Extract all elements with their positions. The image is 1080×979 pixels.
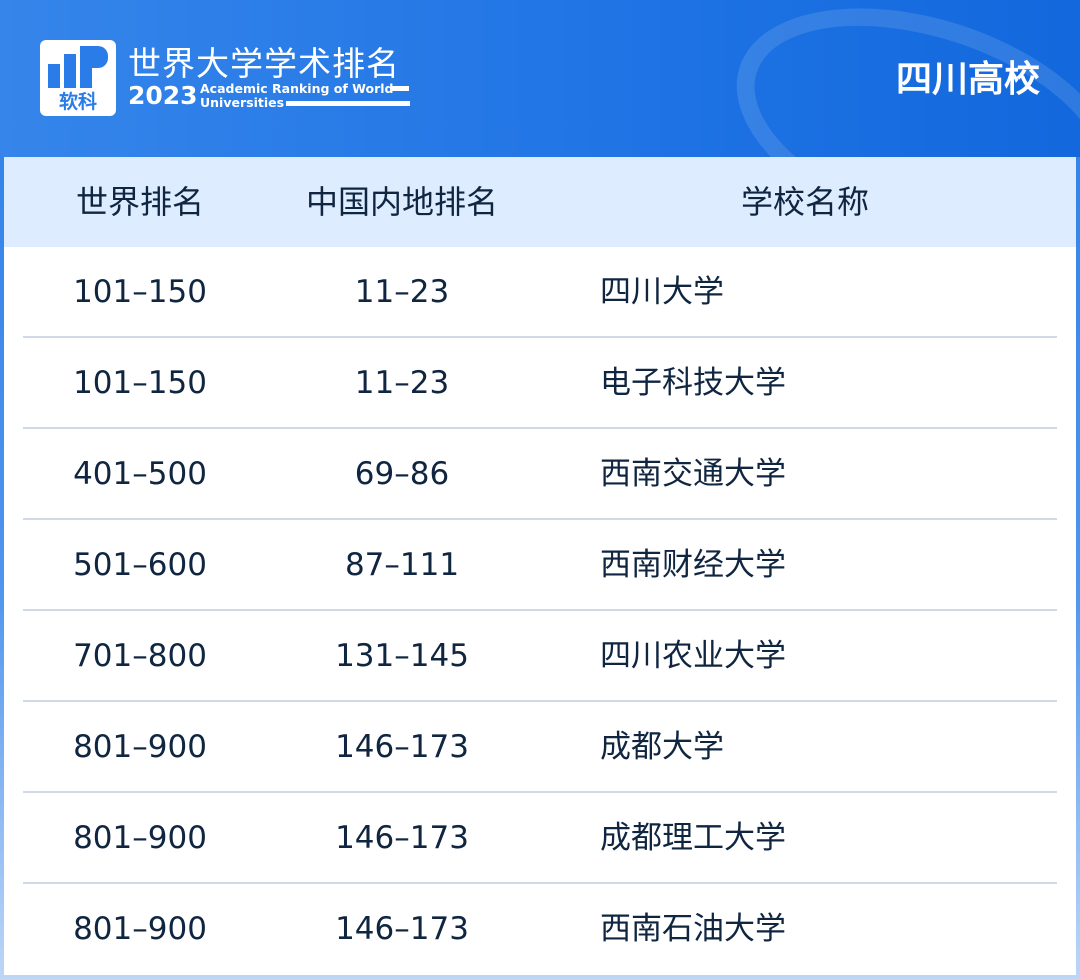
world-rank-cell: 501–600 [73, 547, 207, 583]
shanghairanking-logo: 软科 [40, 40, 116, 116]
china-rank-cell: 146–173 [335, 820, 469, 856]
school-name-cell: 西南财经大学 [600, 547, 786, 583]
table-row: 101–150 11–23 四川大学 [4, 247, 1076, 338]
table-row: 101–150 11–23 电子科技大学 [4, 338, 1076, 429]
row-divider [23, 336, 1057, 338]
decorative-line [392, 86, 409, 91]
row-divider [23, 700, 1057, 702]
world-rank-cell: 801–900 [73, 911, 207, 947]
school-name-cell: 成都大学 [600, 729, 724, 765]
column-header-school-name: 学校名称 [740, 183, 869, 221]
logo-text: 软科 [58, 91, 97, 113]
title-en-line1: Academic Ranking of World [200, 81, 394, 96]
china-rank-cell: 11–23 [354, 365, 450, 401]
china-rank-cell: 69–86 [354, 456, 450, 492]
row-divider [23, 518, 1057, 520]
school-name-cell: 西南交通大学 [600, 456, 786, 492]
world-rank-cell: 701–800 [73, 638, 207, 674]
table-row: 801–900 146–173 西南石油大学 [4, 884, 1076, 975]
row-divider [23, 427, 1057, 429]
school-name-cell: 西南石油大学 [600, 911, 786, 947]
china-rank-cell: 146–173 [335, 729, 469, 765]
column-header-china-rank: 中国内地排名 [305, 183, 498, 221]
china-rank-cell: 87–111 [344, 547, 460, 583]
decorative-line [286, 101, 410, 106]
title-en-line2: Universities [200, 95, 285, 110]
table-row: 701–800 131–145 四川农业大学 [4, 611, 1076, 702]
table-row: 801–900 146–173 成都理工大学 [4, 793, 1076, 884]
world-rank-cell: 801–900 [73, 729, 207, 765]
world-rank-cell: 101–150 [73, 274, 207, 310]
world-rank-cell: 401–500 [73, 456, 207, 492]
world-rank-cell: 801–900 [73, 820, 207, 856]
china-rank-cell: 11–23 [354, 274, 450, 310]
table-row: 801–900 146–173 成都大学 [4, 702, 1076, 793]
table-row: 501–600 87–111 西南财经大学 [4, 520, 1076, 611]
ranking-year: 2023 [128, 81, 198, 110]
row-divider [23, 791, 1057, 793]
china-rank-cell: 131–145 [335, 638, 469, 674]
world-rank-cell: 101–150 [73, 365, 207, 401]
table-row: 401–500 69–86 西南交通大学 [4, 429, 1076, 520]
china-rank-cell: 146–173 [335, 911, 469, 947]
ranking-table: 世界排名 中国内地排名 学校名称 101–150 11–23 四川大学 101–150… [4, 157, 1076, 975]
row-divider [23, 609, 1057, 611]
region-title: 四川高校 [895, 59, 1040, 100]
school-name-cell: 四川农业大学 [600, 638, 786, 674]
column-header-world-rank: 世界排名 [75, 183, 204, 221]
ranking-title-en: Academic Ranking of World Universities [200, 82, 393, 110]
school-name-cell: 成都理工大学 [600, 820, 786, 856]
ranking-title: 世界大学学术排名 [128, 44, 400, 83]
row-divider [23, 882, 1057, 884]
school-name-cell: 四川大学 [600, 274, 724, 310]
header-banner: 软科 世界大学学术排名 2023 Academic Ranking of Wor… [0, 0, 1080, 157]
table-header: 世界排名 中国内地排名 学校名称 [4, 157, 1076, 247]
school-name-cell: 电子科技大学 [600, 365, 786, 401]
